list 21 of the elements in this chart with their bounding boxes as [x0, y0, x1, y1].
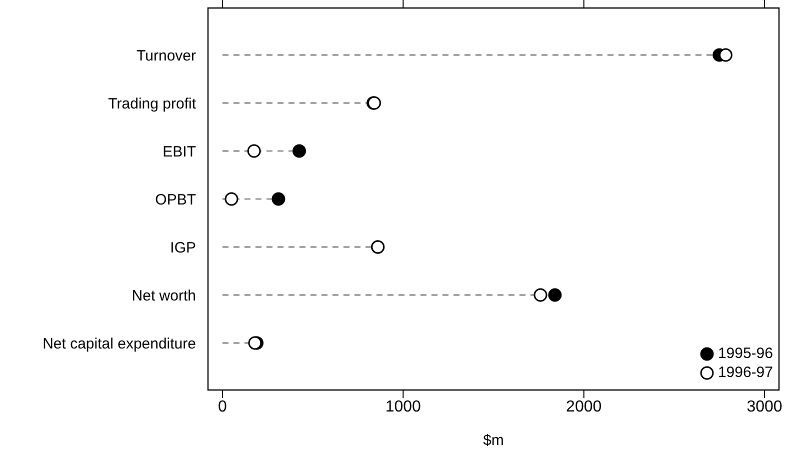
point	[272, 192, 286, 206]
x-tick-label: 3000	[746, 398, 782, 416]
point	[718, 48, 732, 62]
point	[548, 288, 562, 302]
y-tick-label: Trading profit	[108, 95, 197, 112]
point	[224, 192, 238, 206]
point	[247, 144, 261, 158]
y-tick-label: EBIT	[162, 143, 196, 160]
point	[292, 144, 306, 158]
legend-label: 1996-97	[718, 363, 773, 382]
y-tick-label: Turnover	[136, 47, 196, 64]
x-axis-title: $m	[483, 432, 504, 449]
x-tick-label: 1000	[385, 398, 422, 416]
y-tick-label: Net worth	[132, 287, 196, 304]
y-tick-label: IGP	[170, 239, 196, 256]
y-tick-label: OPBT	[155, 191, 196, 208]
x-tick-label: 2000	[566, 398, 602, 416]
legend-label: 1995-96	[718, 344, 773, 363]
point	[534, 288, 548, 302]
y-tick-label: Net capital expenditure	[42, 335, 196, 352]
x-tick-label: 0	[218, 398, 228, 416]
